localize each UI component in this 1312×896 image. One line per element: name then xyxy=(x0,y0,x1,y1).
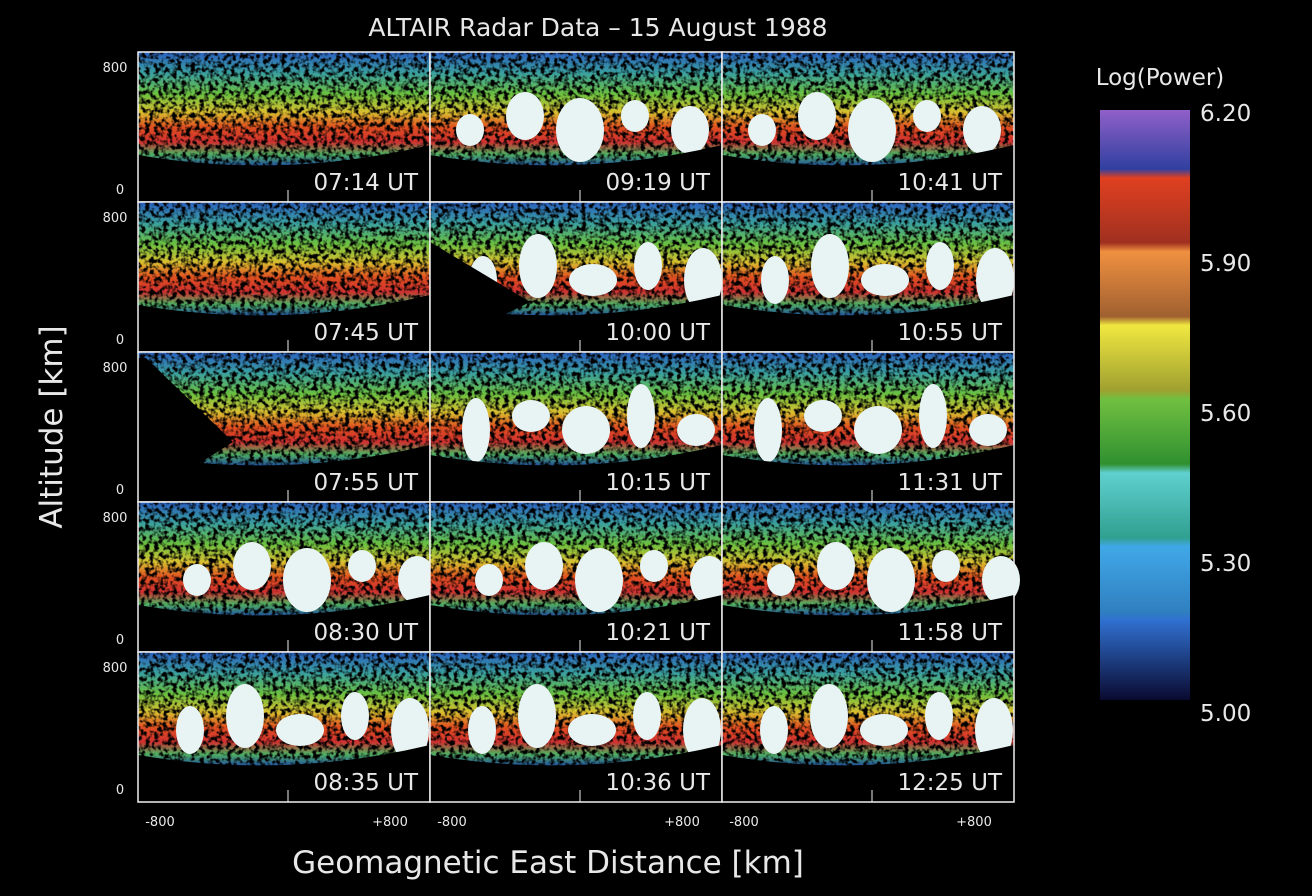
white-patch xyxy=(677,414,715,446)
x-tick-label: -800 xyxy=(145,815,175,830)
white-patch xyxy=(462,398,490,462)
white-patch xyxy=(233,542,271,590)
x-axis-label: Geomagnetic East Distance [km] xyxy=(292,845,804,881)
title: ALTAIR Radar Data – 15 August 1988 xyxy=(368,13,827,42)
white-patch xyxy=(760,706,788,754)
white-patch xyxy=(848,98,896,162)
panel-time: 10:21 UT xyxy=(606,620,711,646)
panel-time: 10:15 UT xyxy=(606,470,711,496)
white-patch xyxy=(283,548,331,612)
white-patch xyxy=(919,384,947,448)
panel-time: 07:55 UT xyxy=(314,470,419,496)
panel-time: 11:31 UT xyxy=(898,470,1003,496)
panel-time: 08:30 UT xyxy=(314,620,419,646)
white-patch xyxy=(867,548,915,612)
panel-time: 09:19 UT xyxy=(606,170,711,196)
white-patch xyxy=(640,550,668,582)
white-patch xyxy=(556,98,604,162)
white-patch xyxy=(860,714,908,746)
panel-time: 12:25 UT xyxy=(898,770,1003,796)
panel-time: 08:35 UT xyxy=(314,770,419,796)
figure: ALTAIR Radar Data – 15 August 1988 Altit… xyxy=(0,0,1312,896)
white-patch xyxy=(854,406,902,454)
white-patch xyxy=(761,256,789,304)
x-tick-label: +800 xyxy=(664,815,700,830)
white-patch xyxy=(176,706,204,754)
white-patch xyxy=(525,542,563,590)
white-patch xyxy=(562,406,610,454)
page: ALTAIR Radar Data – 15 August 1988 Altit… xyxy=(0,0,1312,896)
panel-time: 07:45 UT xyxy=(314,320,419,346)
colorbar-tick-label: 6.20 xyxy=(1200,101,1251,127)
white-patch xyxy=(963,106,1001,154)
y-tick-label: 0 xyxy=(116,633,124,648)
panel-time: 10:36 UT xyxy=(606,770,711,796)
y-axis-label: Altitude [km] xyxy=(34,325,70,528)
white-patch xyxy=(519,234,557,298)
y-tick-label: 0 xyxy=(116,183,124,198)
panel-time: 10:41 UT xyxy=(898,170,1003,196)
white-patch xyxy=(811,234,849,298)
white-patch xyxy=(969,414,1007,446)
panel-time: 10:00 UT xyxy=(606,320,711,346)
colorbar-title: Log(Power) xyxy=(1096,65,1225,91)
white-patch xyxy=(512,400,550,432)
y-tick-label: 800 xyxy=(103,211,128,226)
white-patch xyxy=(475,564,503,596)
white-patch xyxy=(810,684,848,748)
white-patch xyxy=(634,242,662,290)
white-patch xyxy=(926,242,954,290)
white-patch xyxy=(575,548,623,612)
white-patch xyxy=(633,692,661,740)
white-patch xyxy=(518,684,556,748)
white-patch xyxy=(671,106,709,154)
white-patch xyxy=(925,692,953,740)
white-patch xyxy=(226,684,264,748)
colorbar xyxy=(1100,110,1190,700)
panel-time: 10:55 UT xyxy=(898,320,1003,346)
white-patch xyxy=(798,92,836,140)
white-patch xyxy=(754,398,782,462)
colorbar-tick-label: 5.00 xyxy=(1200,701,1251,727)
white-patch xyxy=(183,564,211,596)
white-patch xyxy=(817,542,855,590)
panel-time: 07:14 UT xyxy=(314,170,419,196)
white-patch xyxy=(569,264,617,296)
white-patch xyxy=(506,92,544,140)
x-tick-label: +800 xyxy=(372,815,408,830)
panel-time: 11:58 UT xyxy=(898,620,1003,646)
y-tick-label: 800 xyxy=(103,661,128,676)
white-patch xyxy=(861,264,909,296)
white-patch xyxy=(627,384,655,448)
white-patch xyxy=(348,550,376,582)
y-tick-label: 800 xyxy=(103,361,128,376)
x-tick-label: -800 xyxy=(729,815,759,830)
white-patch xyxy=(456,114,484,146)
white-patch xyxy=(468,706,496,754)
white-patch xyxy=(276,714,324,746)
x-tick-label: -800 xyxy=(437,815,467,830)
white-patch xyxy=(621,100,649,132)
colorbar-tick-label: 5.90 xyxy=(1200,251,1251,277)
white-patch xyxy=(913,100,941,132)
colorbar-tick-label: 5.30 xyxy=(1200,551,1251,577)
y-tick-label: 0 xyxy=(116,483,124,498)
y-tick-label: 0 xyxy=(116,333,124,348)
y-tick-label: 800 xyxy=(103,511,128,526)
y-tick-label: 800 xyxy=(103,61,128,76)
white-patch xyxy=(568,714,616,746)
white-patch xyxy=(804,400,842,432)
x-tick-label: +800 xyxy=(956,815,992,830)
colorbar-tick-label: 5.60 xyxy=(1200,401,1251,427)
white-patch xyxy=(341,692,369,740)
y-tick-label: 0 xyxy=(116,783,124,798)
white-patch xyxy=(767,564,795,596)
white-patch xyxy=(932,550,960,582)
white-patch xyxy=(748,114,776,146)
